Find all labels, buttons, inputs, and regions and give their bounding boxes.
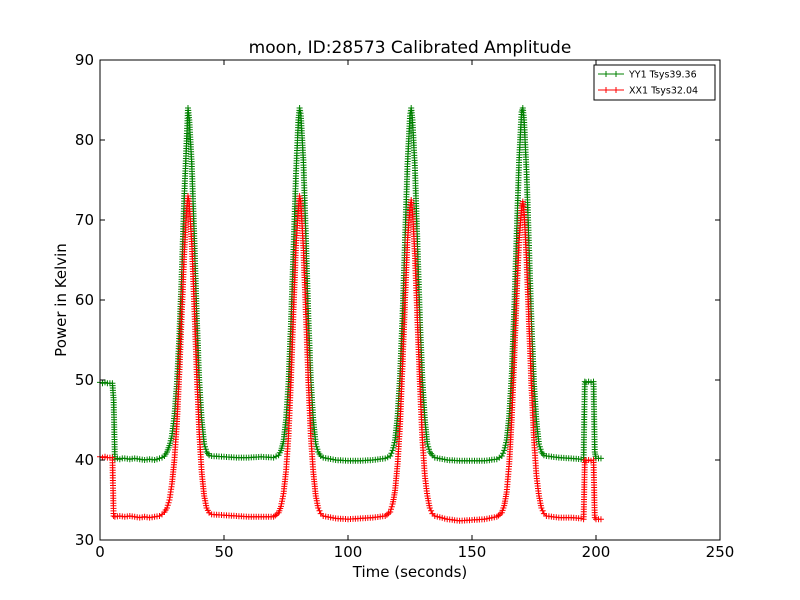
data-point: [500, 450, 506, 457]
data-point: [428, 507, 435, 514]
y-axis: 30 40 50 60 70 80 90: [75, 51, 720, 549]
data-point: [597, 455, 604, 462]
data-point: [388, 450, 395, 457]
data-point: [536, 441, 542, 447]
data-point: [498, 453, 505, 459]
data-point: [537, 446, 544, 453]
legend: YY1 Tsys39.36 XX1 Tsys32.04: [593, 64, 716, 101]
chart-title: moon, ID:28573 Calibrated Amplitude: [249, 38, 572, 58]
data-point: [164, 505, 170, 511]
data-point: [502, 442, 509, 449]
y-tick-label: 60: [75, 291, 94, 309]
data-point: [164, 502, 171, 509]
data-point: [313, 443, 320, 450]
data-point: [538, 505, 545, 511]
y-tick-label: 70: [75, 211, 94, 229]
data-point: [389, 447, 396, 454]
y-tick-label: 40: [75, 451, 94, 469]
legend-marker-xx1: [613, 87, 619, 93]
legend-marker-yy1: [603, 71, 609, 77]
y-tick-label: 80: [75, 131, 94, 149]
data-point: [165, 499, 172, 506]
data-point: [202, 446, 209, 453]
data-point: [597, 516, 604, 523]
data-point: [426, 505, 433, 511]
y-tick-label: 90: [75, 51, 94, 69]
data-point: [390, 444, 397, 451]
x-tick-label: 250: [706, 543, 735, 561]
data-point: [315, 505, 322, 511]
data-point: [425, 443, 432, 450]
x-tick-label: 100: [334, 543, 363, 561]
x-tick-label: 150: [458, 543, 487, 561]
legend-marker-xx1: [603, 87, 609, 93]
data-point: [539, 507, 546, 514]
x-tick-label: 200: [582, 543, 611, 561]
data-point: [388, 503, 395, 510]
data-point: [501, 447, 508, 454]
y-axis-label: Power in Kelvin: [52, 243, 70, 357]
y-tick-label: 50: [75, 371, 94, 389]
data-point: [387, 509, 394, 515]
data-point: [316, 507, 323, 514]
data-point: [536, 443, 543, 450]
data-point: [388, 506, 394, 513]
data-point: [426, 446, 432, 453]
data-point: [503, 439, 510, 446]
x-tick-label: 50: [214, 543, 233, 561]
x-axis: 0 50 100 150 200 250: [95, 60, 734, 561]
legend-label-yy1: YY1 Tsys39.36: [628, 70, 697, 81]
data-point: [387, 453, 394, 459]
legend-box: [593, 64, 716, 101]
data-point: [424, 441, 431, 447]
series-1: [97, 193, 604, 524]
x-tick-label: 0: [95, 543, 105, 561]
data-point: [314, 446, 321, 453]
data-point: [390, 442, 397, 449]
data-point: [391, 439, 398, 446]
y-tick-label: 30: [75, 531, 94, 549]
data-point: [501, 444, 508, 451]
legend-marker-yy1: [613, 71, 619, 77]
x-axis-label: Time (seconds): [352, 563, 468, 581]
plot-area: [97, 105, 604, 524]
legend-label-xx1: XX1 Tsys32.04: [629, 86, 698, 97]
